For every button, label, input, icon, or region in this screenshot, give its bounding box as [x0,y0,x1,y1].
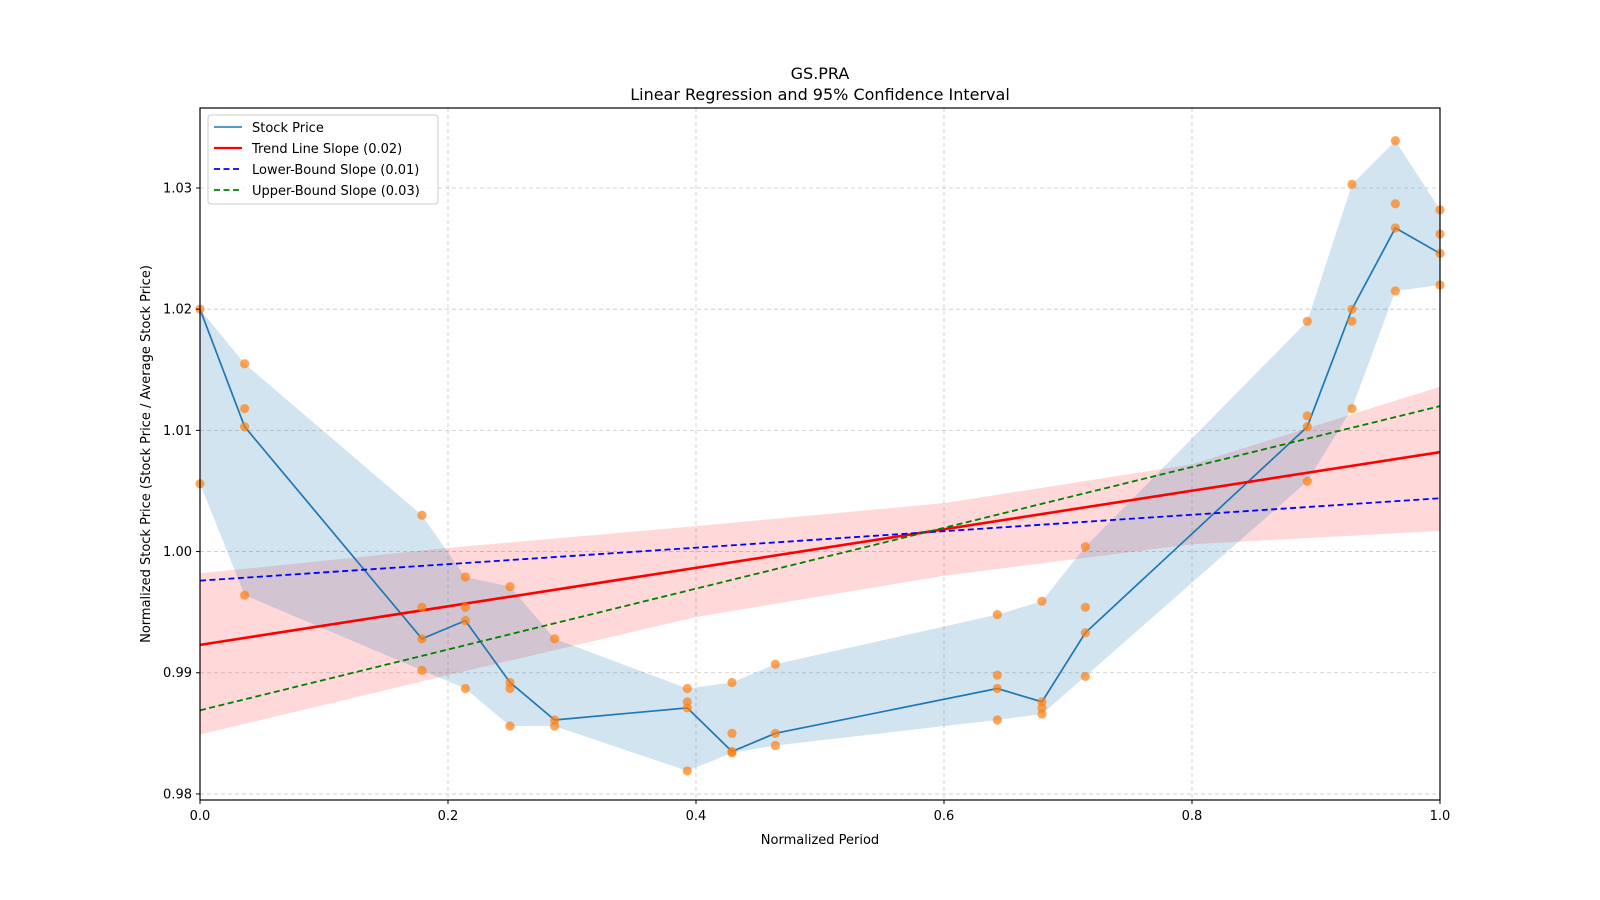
y-tick-label: 0.99 [163,666,192,681]
series-lines [199,226,1441,753]
scatter-point [1302,422,1312,432]
legend-item-trend-line: Trend Line Slope (0.02) [214,142,402,157]
scatter-point [417,510,427,520]
scatter-point [1347,316,1357,326]
plot-frame [199,107,1441,801]
scatter-point [992,609,1002,620]
x-tick-label: 0.6 [934,809,955,824]
scatter-point [460,572,470,582]
x-tick-label: 0.2 [438,809,459,824]
legend-item-lower-bound: Lower-Bound Slope (0.01) [214,163,419,178]
scatter-point [505,582,515,592]
y-tick-label: 1.00 [163,545,192,560]
x-tick-label: 1.0 [1430,809,1451,824]
x-tick-label: 0.8 [1182,809,1203,824]
scatter-points [195,136,1445,776]
scatter-point [682,703,692,713]
scatter-point [682,683,692,694]
scatter-point [1390,223,1400,233]
legend-label-stock-price: Stock Price [252,121,324,136]
y-axis-label: Normalized Stock Price (Stock Price / Av… [139,265,154,643]
upper-bound-line [199,405,1441,712]
stock-price-line [199,226,1441,753]
scatter-point [1080,602,1090,612]
stock-price-band [200,140,1440,771]
scatter-point [1347,304,1357,314]
scatter-point [1080,628,1090,638]
legend-label-upper-bound: Upper-Bound Slope (0.03) [252,184,420,199]
scatter-point [770,659,780,669]
scatter-point [1302,411,1312,421]
scatter-point [240,422,250,432]
scatter-point [1347,179,1357,189]
scatter-point [1347,403,1357,414]
y-tick-label: 1.02 [163,303,192,318]
scatter-point [240,359,250,369]
trend-confidence-band [200,386,1440,735]
legend: Stock Price Trend Line Slope (0.02) Lowe… [207,114,439,205]
legend-box [207,114,439,205]
x-tick-label: 0.0 [190,809,211,824]
scatter-point [460,616,470,626]
scatter-point [460,683,470,694]
chart-title: GS.PRA [791,64,850,83]
scatter-point [992,683,1002,694]
scatter-point [1080,671,1090,681]
scatter-point [417,665,427,675]
scatter-point [1302,316,1312,326]
x-tick-label: 0.4 [686,809,707,824]
y-tick-label: 1.01 [163,424,192,439]
legend-label-lower-bound: Lower-Bound Slope (0.01) [252,163,419,178]
y-tick-label: 1.03 [163,181,192,196]
x-axis-label: Normalized Period [761,833,879,848]
scatter-point [240,403,250,414]
y-ticks: 0.98 0.99 1.00 1.01 1.02 1.03 [163,181,200,802]
scatter-point [417,634,427,644]
x-ticks: 0.0 0.2 0.4 0.6 0.8 1.0 [190,800,1451,824]
scatter-point [992,670,1002,680]
scatter-point [1080,542,1090,552]
scatter-point [417,602,427,612]
scatter-point [727,748,737,758]
y-tick-label: 0.98 [163,787,192,802]
legend-item-stock-price: Stock Price [214,121,324,136]
scatter-point [550,721,560,731]
lower-bound-line [199,497,1441,582]
scatter-point [1390,199,1400,209]
legend-item-upper-bound: Upper-Bound Slope (0.03) [214,184,420,199]
scatter-point [992,715,1002,725]
scatter-point [1037,709,1047,719]
scatter-point [1390,136,1400,146]
scatter-point [682,766,692,776]
scatter-point [1390,286,1400,296]
scatter-point [460,602,470,612]
scatter-point [505,683,515,694]
scatter-point [550,634,560,644]
scatter-point [770,740,780,751]
scatter-point [770,728,780,738]
scatter-point [240,590,250,600]
scatter-point [505,721,515,731]
scatter-point [727,728,737,738]
chart-subtitle: Linear Regression and 95% Confidence Int… [630,85,1010,104]
scatter-point [1037,596,1047,606]
scatter-point [727,677,737,688]
trend-line [199,450,1441,647]
scatter-point [1302,476,1312,486]
legend-label-trend-line: Trend Line Slope (0.02) [251,142,402,157]
confidence-bands [200,140,1440,771]
